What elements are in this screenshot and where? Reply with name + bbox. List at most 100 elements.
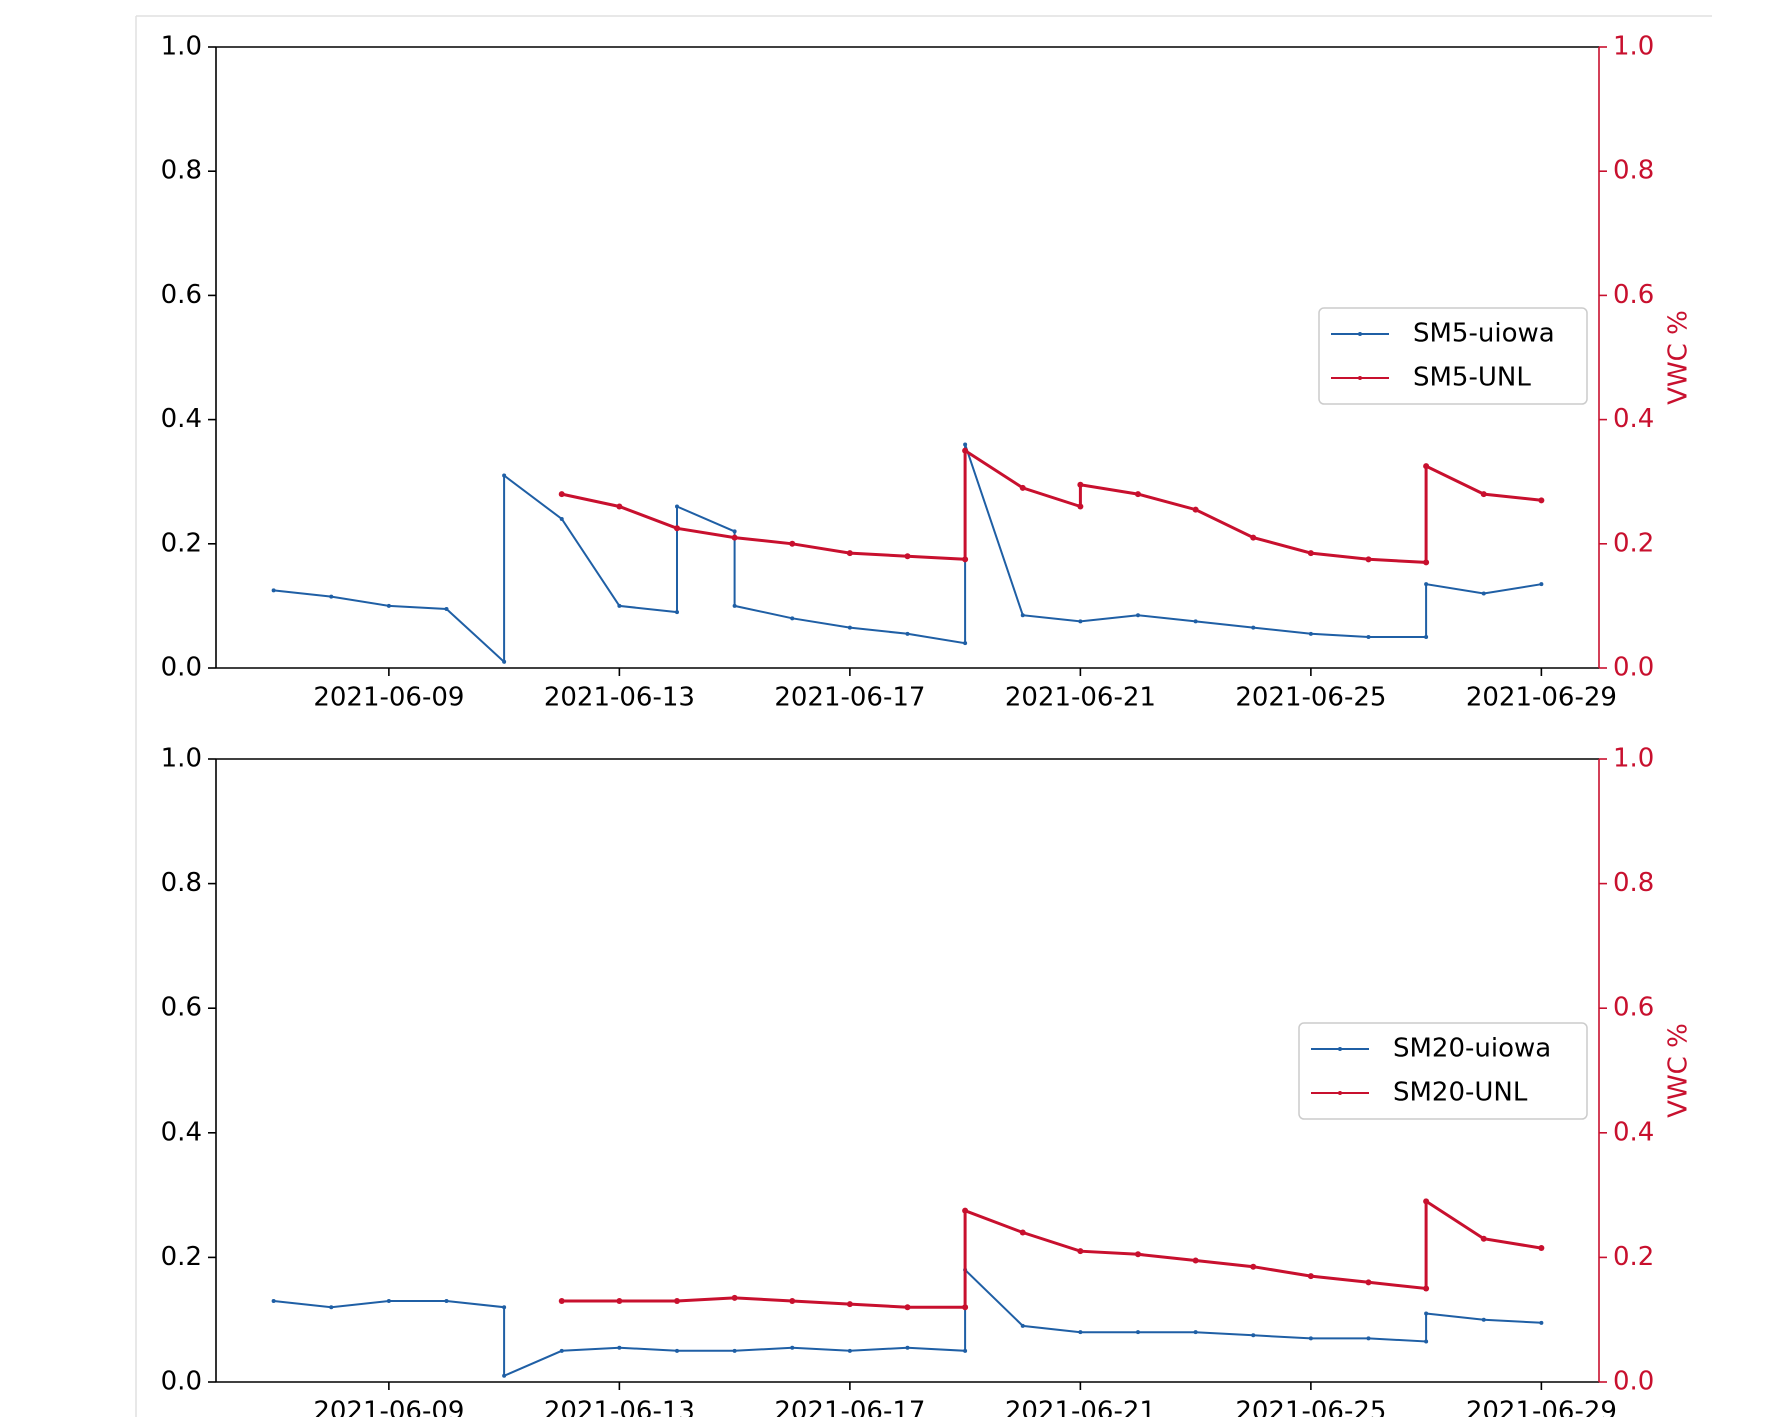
y-tick-label: 0.4 — [161, 404, 202, 434]
y2-tick-label: 0.6 — [1613, 993, 1654, 1023]
y2-axis-label: VWC % — [1664, 1023, 1694, 1118]
series-point — [1193, 619, 1198, 624]
series-point — [1193, 1330, 1198, 1335]
y-tick-label: 0.8 — [161, 868, 202, 898]
series-point — [732, 1348, 737, 1353]
y2-tick-label: 1.0 — [1613, 744, 1654, 774]
legend-box — [1298, 1022, 1588, 1120]
series-point — [502, 1305, 507, 1310]
legend-box — [1318, 307, 1588, 405]
y2-tick-label: 0.6 — [1613, 280, 1654, 310]
legend: SM20-uiowa SM20-UNL — [1298, 1022, 1588, 1120]
y-tick-label: 0.4 — [161, 1117, 202, 1147]
series-point — [1424, 1311, 1429, 1316]
x-tick-label: 2021-06-25 — [1235, 1397, 1386, 1417]
series-line — [273, 444, 1542, 665]
y-tick-label: 0.0 — [161, 1367, 202, 1397]
y2-tick-label: 1.0 — [1613, 32, 1654, 62]
series-point — [731, 1294, 738, 1301]
series-point — [1480, 491, 1487, 498]
series-point — [1136, 613, 1140, 618]
series-point — [1020, 1323, 1025, 1328]
x-tick-label: 2021-06-21 — [1005, 683, 1156, 713]
series-point — [963, 1348, 968, 1353]
series-point — [1423, 1198, 1430, 1205]
y-tick-label: 0.6 — [161, 993, 202, 1023]
y-tick-label: 0.2 — [161, 1242, 202, 1272]
series-point — [732, 529, 737, 534]
y-tick-label: 0.0 — [161, 653, 202, 683]
series-point — [962, 1207, 969, 1214]
series-point — [617, 1345, 622, 1350]
series-point — [1251, 625, 1256, 630]
series-point — [1424, 1339, 1429, 1344]
series-point — [329, 1305, 334, 1310]
legend-label: SM20-uiowa — [1393, 1034, 1551, 1064]
series-point — [731, 534, 738, 541]
series-point — [1366, 1336, 1371, 1341]
series-point — [1366, 634, 1371, 639]
series-point — [558, 491, 565, 498]
legend-swatch-dot — [1338, 1091, 1342, 1095]
series-point — [847, 1348, 852, 1353]
series-point — [846, 1301, 853, 1308]
series-point — [1539, 1320, 1544, 1325]
series-point — [1538, 1245, 1545, 1252]
x-tick-label: 2021-06-09 — [313, 1397, 464, 1417]
series-point — [271, 588, 276, 593]
series-point — [444, 607, 449, 612]
series-point — [1365, 556, 1372, 563]
y2-tick-label: 0.0 — [1613, 653, 1654, 683]
series-point — [559, 516, 564, 521]
series-point — [502, 473, 507, 478]
series-point — [1135, 491, 1141, 498]
y2-tick-label: 0.2 — [1613, 1242, 1654, 1272]
y2-tick-label: 0.4 — [1613, 1117, 1654, 1147]
series-point — [1539, 582, 1544, 587]
series-point — [502, 659, 507, 664]
series-point — [905, 631, 910, 636]
series-point — [1307, 1273, 1314, 1280]
series-point — [1078, 1330, 1083, 1335]
series-point — [1077, 481, 1084, 488]
series-point — [674, 1298, 680, 1305]
series-line — [561, 447, 1542, 564]
series-point — [1308, 1336, 1313, 1341]
x-tick-label: 2021-06-17 — [774, 1397, 925, 1417]
series-point — [1480, 1235, 1487, 1242]
x-tick-label: 2021-06-29 — [1466, 683, 1617, 713]
series-point — [1020, 613, 1025, 618]
series-point — [1481, 1317, 1486, 1322]
series-line — [561, 1198, 1542, 1309]
series-point — [962, 447, 969, 454]
legend-swatch-dot — [1358, 332, 1362, 336]
series-point — [616, 1298, 623, 1305]
series-point — [847, 625, 852, 630]
series-point — [1192, 506, 1199, 513]
series-point — [386, 1299, 391, 1304]
series-point — [1019, 484, 1026, 491]
x-tick-label: 2021-06-29 — [1466, 1397, 1617, 1417]
series-line — [273, 1267, 1542, 1378]
y2-tick-label: 0.8 — [1613, 868, 1654, 898]
series-point — [675, 1348, 679, 1353]
series-point — [1019, 1229, 1026, 1236]
series-point — [789, 1298, 796, 1305]
chart: 0.0 0.2 0.4 0.6 0.8 1.0 0.0 0.2 0.4 0.6 0.8 1.0 VWC … — [161, 744, 1694, 1417]
series-point — [1538, 497, 1545, 504]
y2-tick-label: 0.8 — [1613, 156, 1654, 186]
legend: SM5-uiowa SM5-UNL — [1318, 307, 1588, 405]
x-tick-label: 2021-06-09 — [313, 683, 464, 713]
series-point — [1078, 619, 1083, 624]
series-point — [1308, 631, 1313, 636]
x-tick-label: 2021-06-13 — [544, 1397, 695, 1417]
series-point — [1424, 634, 1429, 639]
series-point — [1135, 1251, 1141, 1258]
series-point — [1250, 534, 1257, 541]
series-point — [386, 603, 391, 608]
series-point — [732, 603, 737, 608]
series-point — [904, 553, 911, 560]
legend-swatch-dot — [1358, 376, 1362, 380]
legend-label: SM20-UNL — [1393, 1078, 1528, 1108]
